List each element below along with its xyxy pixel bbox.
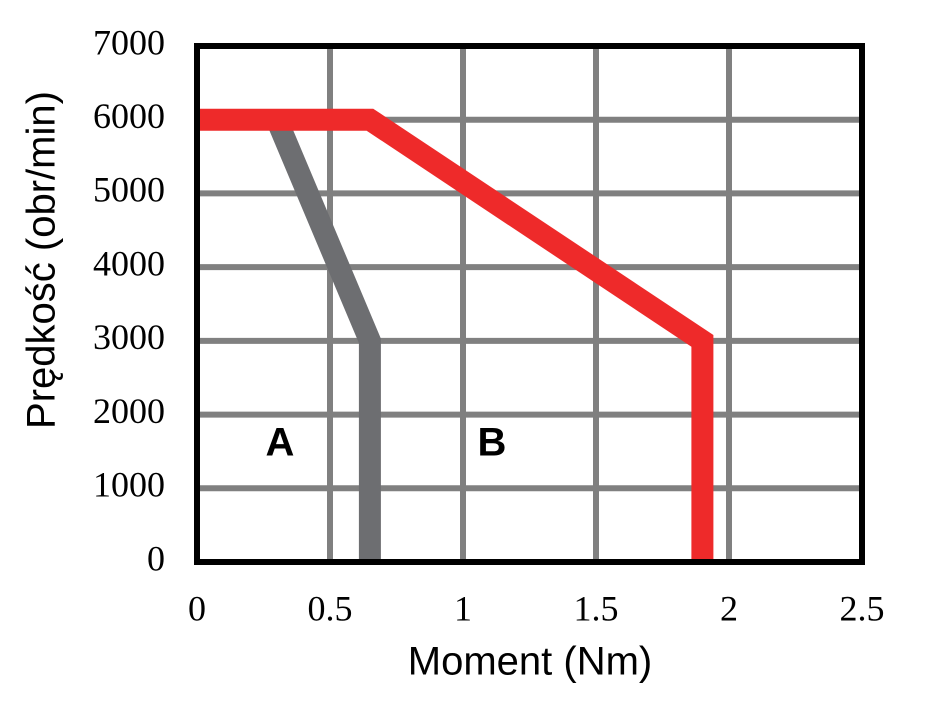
- y-axis-label: Prędkość (obr/min): [20, 91, 64, 429]
- y-tick-label: 3000: [93, 317, 165, 357]
- y-tick-label: 6000: [93, 96, 165, 136]
- x-tick-label: 2: [720, 588, 738, 628]
- y-tick-label: 1000: [93, 465, 165, 505]
- x-tick-label: 1: [454, 588, 472, 628]
- region-label: A: [266, 421, 295, 465]
- region-label: B: [478, 421, 507, 465]
- y-tick-label: 4000: [93, 243, 165, 283]
- x-axis-label: Moment (Nm): [408, 640, 652, 684]
- x-tick-label: 0.5: [308, 588, 353, 628]
- y-tick-label: 2000: [93, 391, 165, 431]
- y-tick-label: 5000: [93, 170, 165, 210]
- y-tick-label: 0: [147, 538, 165, 578]
- x-tick-label: 0: [188, 588, 206, 628]
- x-tick-label: 1.5: [574, 588, 619, 628]
- series-line: [197, 108, 714, 562]
- plot-frame: [194, 43, 865, 565]
- y-tick-label: 7000: [93, 22, 165, 62]
- x-tick-label: 2.5: [840, 588, 885, 628]
- series-line: [266, 115, 381, 562]
